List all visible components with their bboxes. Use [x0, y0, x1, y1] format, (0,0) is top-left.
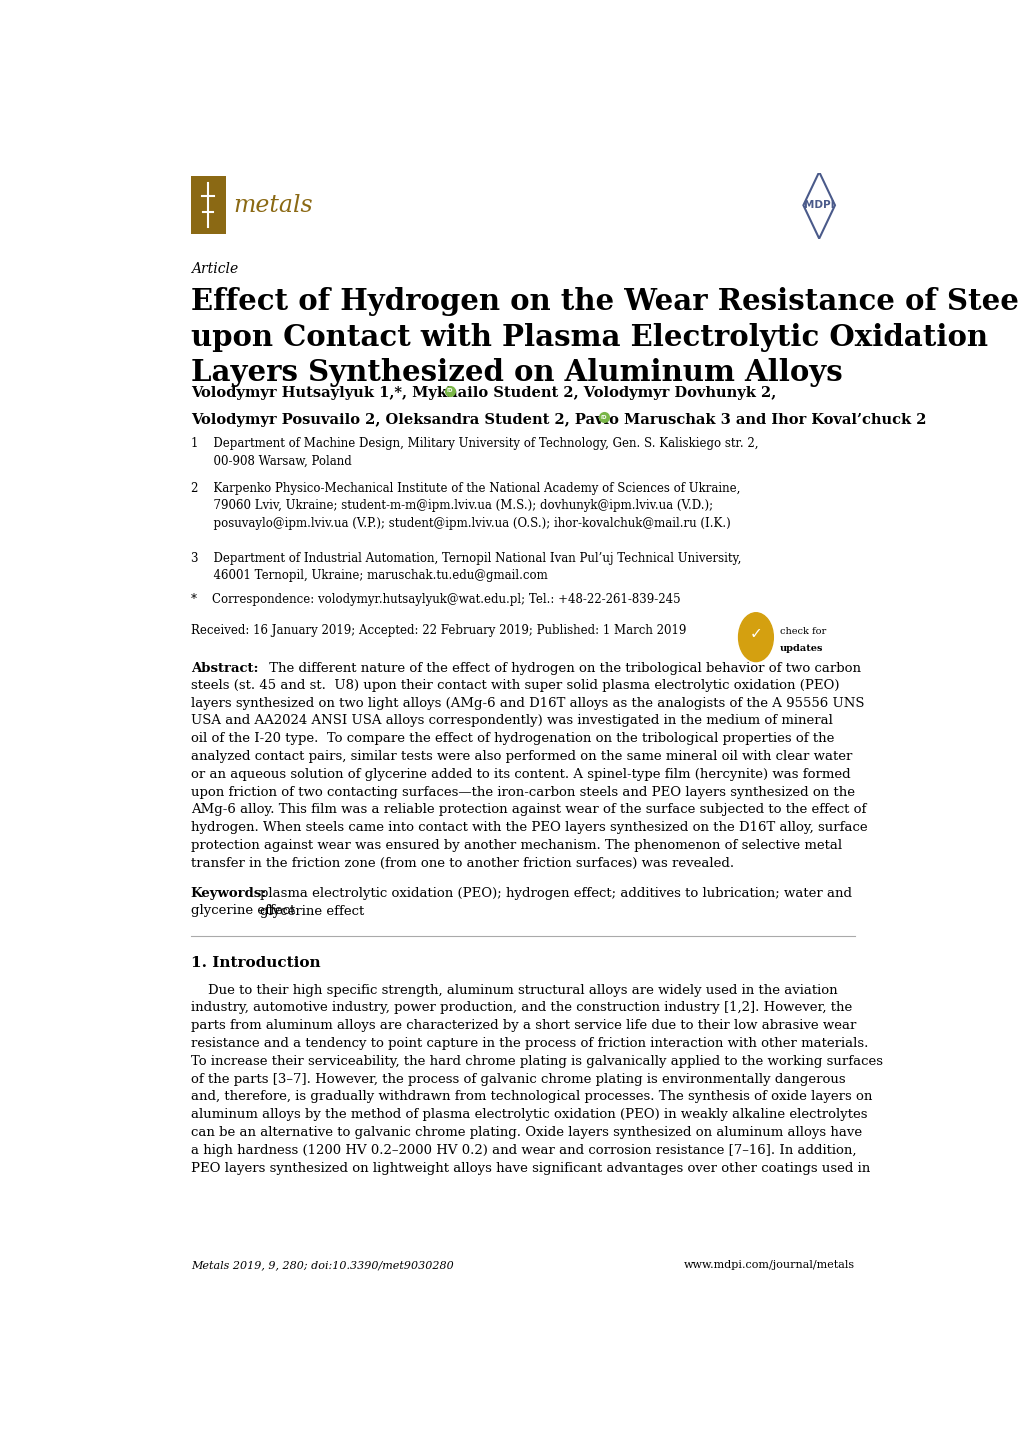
- Text: Metals 2019, 9, 280; doi:10.3390/met9030280: Metals 2019, 9, 280; doi:10.3390/met9030…: [191, 1260, 453, 1270]
- Text: Due to their high specific strength, aluminum structural alloys are widely used : Due to their high specific strength, alu…: [191, 983, 881, 1175]
- Circle shape: [738, 613, 772, 662]
- Text: Volodymyr Hutsaylyuk 1,*, Mykhailo Student 2, Volodymyr Dovhunyk 2,: Volodymyr Hutsaylyuk 1,*, Mykhailo Stude…: [191, 386, 775, 401]
- Text: Article: Article: [191, 262, 237, 275]
- Text: *    Correspondence: volodymyr.hutsaylyuk@wat.edu.pl; Tel.: +48-22-261-839-245: * Correspondence: volodymyr.hutsaylyuk@w…: [191, 593, 680, 606]
- Text: www.mdpi.com/journal/metals: www.mdpi.com/journal/metals: [683, 1260, 854, 1270]
- Text: plasma electrolytic oxidation (PEO); hydrogen effect; additives to lubrication; : plasma electrolytic oxidation (PEO); hyd…: [260, 887, 852, 917]
- Text: Keywords:: Keywords:: [191, 887, 267, 900]
- Text: MDPI: MDPI: [803, 200, 834, 211]
- Text: check for: check for: [779, 627, 825, 636]
- Text: 1    Department of Machine Design, Military University of Technology, Gen. S. Ka: 1 Department of Machine Design, Military…: [191, 437, 757, 467]
- Text: iD: iD: [446, 388, 452, 394]
- Text: Volodymyr Posuvailo 2, Oleksandra Student 2, Pavlo Maruschak 3 and Ihor Koval’ch: Volodymyr Posuvailo 2, Oleksandra Studen…: [191, 412, 925, 427]
- Text: metals: metals: [233, 193, 313, 216]
- Text: iD: iD: [600, 415, 607, 420]
- Text: glycerine effect: glycerine effect: [191, 904, 294, 917]
- Text: steels (st. 45 and st.  U8) upon their contact with super solid plasma electroly: steels (st. 45 and st. U8) upon their co…: [191, 679, 866, 870]
- Text: Effect of Hydrogen on the Wear Resistance of Steels
upon Contact with Plasma Ele: Effect of Hydrogen on the Wear Resistanc…: [191, 287, 1019, 388]
- Text: updates: updates: [779, 643, 822, 653]
- Text: ✓: ✓: [749, 626, 761, 642]
- Text: Abstract:: Abstract:: [191, 662, 258, 675]
- FancyBboxPatch shape: [191, 176, 225, 234]
- Text: 3    Department of Industrial Automation, Ternopil National Ivan Pul’uj Technica: 3 Department of Industrial Automation, T…: [191, 552, 741, 583]
- Text: 1. Introduction: 1. Introduction: [191, 956, 320, 970]
- Text: Received: 16 January 2019; Accepted: 22 February 2019; Published: 1 March 2019: Received: 16 January 2019; Accepted: 22 …: [191, 624, 686, 637]
- Text: The different nature of the effect of hydrogen on the tribological behavior of t: The different nature of the effect of hy…: [256, 662, 860, 675]
- Text: 2    Karpenko Physico-Mechanical Institute of the National Academy of Sciences o: 2 Karpenko Physico-Mechanical Institute …: [191, 482, 740, 529]
